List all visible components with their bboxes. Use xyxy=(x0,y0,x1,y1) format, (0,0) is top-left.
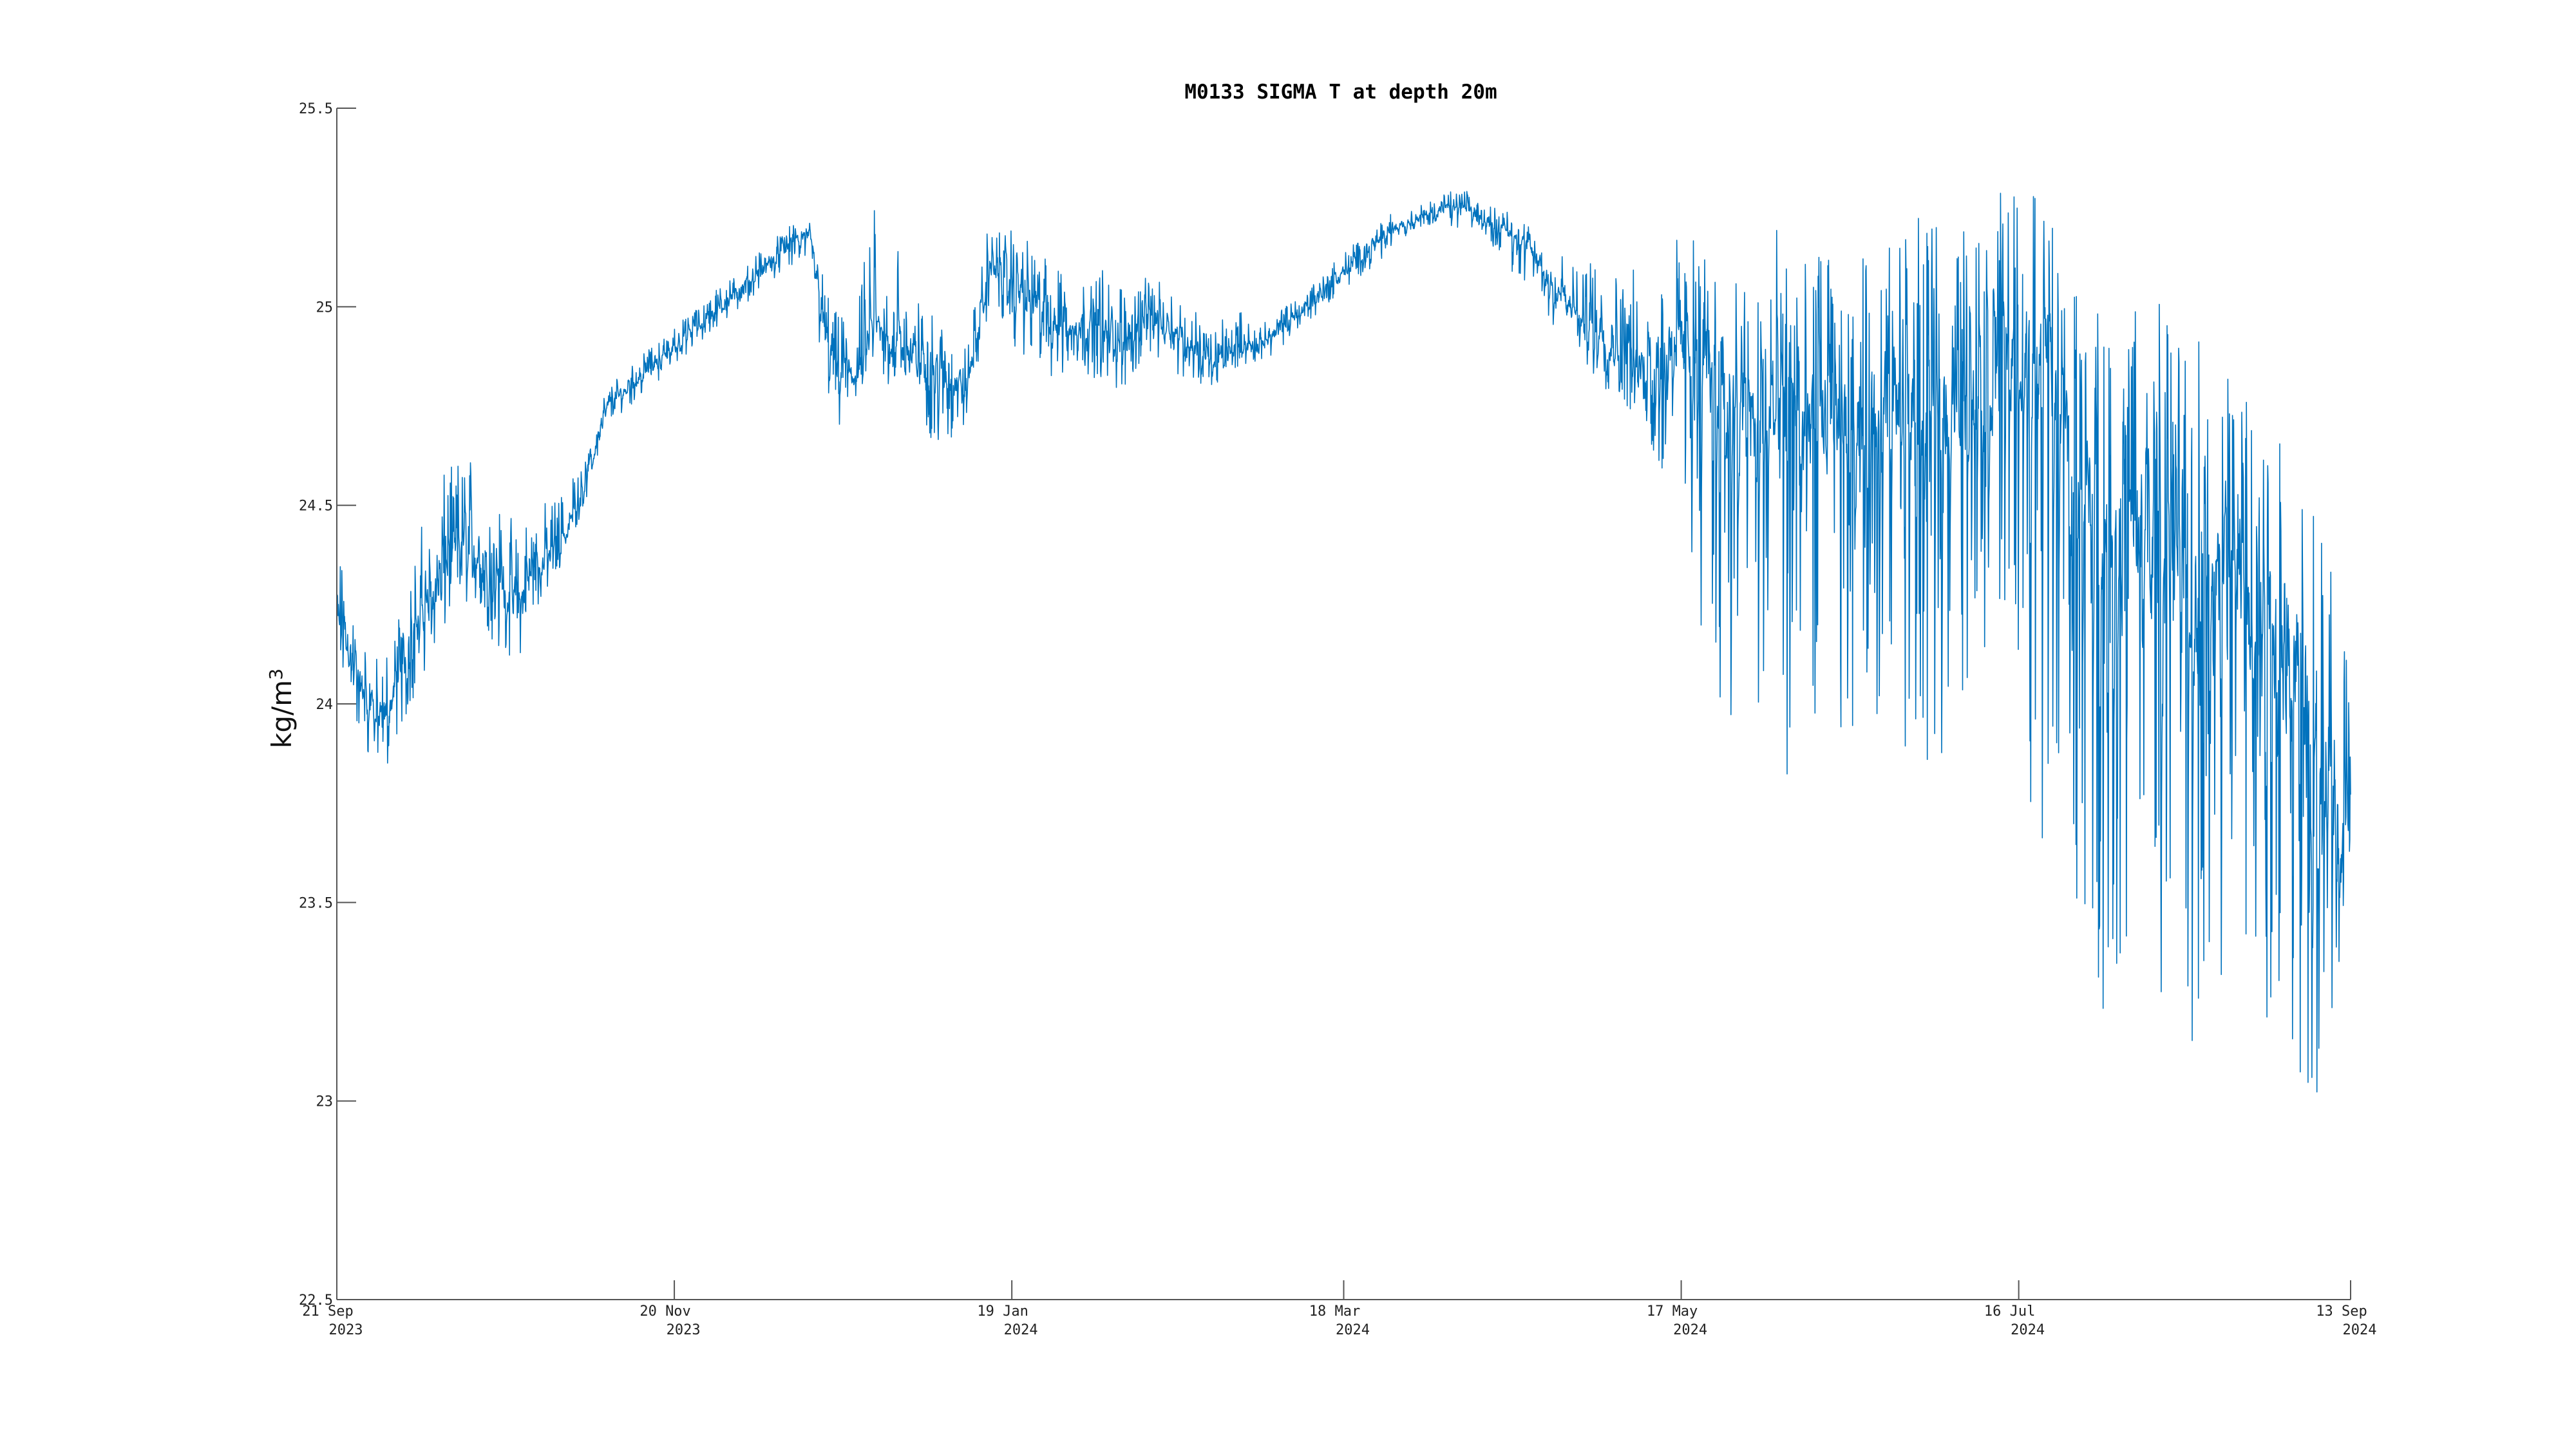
x-tick-label: 18 Mar xyxy=(1309,1303,1360,1320)
y-tick-label: 25.5 xyxy=(299,101,333,117)
series-line xyxy=(336,191,2351,1093)
y-tick-label: 24.5 xyxy=(299,498,333,515)
x-tick-year: 2024 xyxy=(2011,1322,2045,1338)
x-tick-label: 19 Jan xyxy=(977,1303,1028,1320)
x-axis: 21 Sep 2023 20 Nov 2023 19 Jan 2024 18 Mar 2024… xyxy=(302,1280,2376,1338)
y-axis-label: kg/m3 xyxy=(265,668,298,748)
x-tick-year: 2023 xyxy=(667,1322,701,1338)
y-tick-label: 24 xyxy=(316,697,334,713)
y-tick-label: 25 xyxy=(316,299,334,316)
y-axis: 22.5 23 23.5 24 24.5 25 25.5 xyxy=(299,101,356,1309)
x-tick-label: 17 May xyxy=(1647,1303,1698,1320)
y-tick-label: 23 xyxy=(316,1094,334,1110)
y-axis-label-superscript: 3 xyxy=(265,668,287,680)
x-tick-year: 2023 xyxy=(329,1322,363,1338)
x-tick-year: 2024 xyxy=(1004,1322,1038,1338)
x-tick-label: 21 Sep xyxy=(302,1303,353,1320)
x-tick-label: 13 Sep xyxy=(2316,1303,2367,1320)
y-tick-label: 23.5 xyxy=(299,895,333,911)
x-tick-year: 2024 xyxy=(2343,1322,2377,1338)
x-tick-label: 20 Nov xyxy=(639,1303,690,1320)
chart-title: M0133 SIGMA T at depth 20m xyxy=(1184,80,1497,104)
x-tick-label: 16 Jul xyxy=(1984,1303,2035,1320)
y-tick-label: 22.5 xyxy=(299,1293,333,1309)
x-tick-year: 2024 xyxy=(1336,1322,1370,1338)
x-tick-year: 2024 xyxy=(1673,1322,1707,1338)
